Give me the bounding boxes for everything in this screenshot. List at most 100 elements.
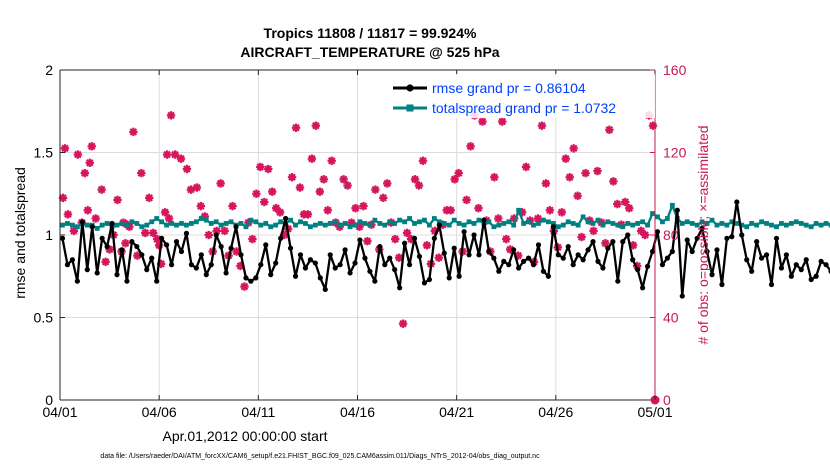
totalspread-point [174,222,179,228]
totalspread-point [471,221,477,226]
x-tick-label: 04/16 [340,404,375,420]
rmse-point [168,262,175,268]
obs-marker [101,257,110,267]
obs-marker [521,162,531,172]
obs-marker [446,206,455,215]
data-file-footnote: data file: /Users/raeder/DAI/ATM_forcXX/… [100,453,540,460]
totalspread-point [486,219,492,225]
totalspread-point [650,211,655,216]
totalspread-point [531,222,536,228]
totalspread-point [253,219,259,225]
totalspread-point [595,217,601,223]
rmse-point [144,267,150,273]
obs-marker [609,177,618,186]
x-tick-label: 05/01 [637,404,672,420]
rmse-point [823,262,829,268]
obs-marker [640,230,650,240]
rmse-point [451,245,457,251]
rmse-point [580,257,586,263]
rmse-point [273,260,279,266]
totalspread-point [813,221,819,226]
totalspread-point [317,221,323,226]
totalspread-point [357,219,363,225]
obs-marker [422,241,432,250]
rmse-point [734,199,740,205]
totalspread-point [828,222,830,228]
totalspread-point [397,217,403,223]
totalspread-point [585,219,591,225]
rmse-point [610,239,616,245]
obs-marker [573,191,582,201]
totalspread-point [511,222,517,228]
obs-marker [371,185,380,194]
legend-rmse-marker [406,84,414,92]
rmse-point [595,258,601,264]
rmse-point [89,224,95,230]
totalspread-point [774,224,779,230]
totalspread-point [565,219,571,225]
totalspread-point [312,222,318,228]
obs-marker [605,125,614,135]
totalspread-point [689,221,695,226]
totalspread-point [783,222,789,228]
totalspread-point [501,221,507,226]
rmse-point [372,278,378,284]
obs-marker [621,197,630,207]
totalspread-point [818,222,824,228]
totalspread-point [610,221,616,226]
totalspread-point [144,222,150,228]
rmse-point [699,225,705,231]
obs-marker [648,121,658,130]
rmse-point [159,235,165,241]
rmse-point [327,252,333,258]
obs-marker [343,181,352,190]
totalspread-point [223,221,229,226]
totalspread-point [362,221,368,226]
rmse-point [188,262,194,268]
totalspread-point [803,222,809,228]
totalspread-point [342,221,348,226]
rmse-point [114,272,120,278]
rmse-point [357,237,363,243]
totalspread-point [521,221,527,226]
obs-marker [359,201,368,211]
totalspread-point [184,222,189,228]
rmse-point [208,262,214,268]
rmse-point [744,257,750,263]
rmse-point [104,243,110,250]
rmse-point [486,248,492,255]
obs-marker [490,173,499,182]
totalspread-point [555,224,561,230]
obs-marker [561,154,570,163]
rmse-point [768,281,775,288]
totalspread-point [605,219,611,225]
y-right-tick-label: 0 [663,392,671,408]
rmse-point [377,243,383,250]
totalspread-point [74,224,80,230]
obs-marker [252,189,261,198]
rmse-point [99,235,105,241]
rmse-point [248,278,254,284]
totalspread-point [541,217,546,223]
rmse-point [694,235,700,241]
obs-marker [307,154,317,163]
rmse-point [292,273,299,279]
obs-marker [149,228,158,238]
rmse-point [525,255,532,261]
totalspread-point [65,221,70,226]
rmse-point [238,252,244,258]
totalspread-point [645,222,650,228]
rmse-point [406,262,413,268]
totalspread-point [129,219,135,225]
y-left-tick-label: 1.5 [34,145,54,161]
obs-marker [383,179,392,188]
obs-marker [129,127,138,137]
x-tick-label: 04/26 [538,404,573,420]
rmse-point [109,220,115,227]
y-right-tick-label: 40 [663,310,679,326]
rmse-point [431,235,437,241]
totalspread-point [322,222,328,228]
obs-marker [434,253,444,262]
totalspread-point [719,221,725,226]
